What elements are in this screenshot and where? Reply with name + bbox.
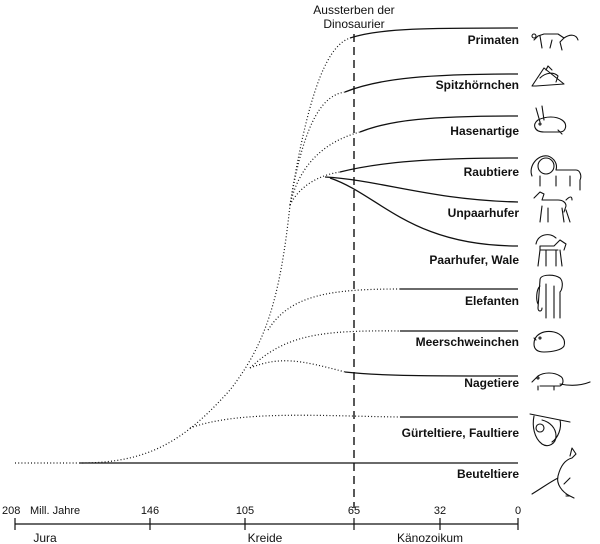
lineage-primaten xyxy=(349,27,519,39)
axis-tick-label-146: 146 xyxy=(141,505,159,517)
lineage-trunk-dotted xyxy=(15,204,291,464)
treeshrew-icon xyxy=(531,65,565,87)
axis-ticks: 208 146 105 65 32 0 xyxy=(2,505,521,530)
sloth-icon xyxy=(529,413,571,447)
label-unpaarhufer: Unpaarhufer xyxy=(448,206,520,220)
label-gurteltiere: Gürteltiere, Faultiere xyxy=(402,426,520,440)
label-raubtiere: Raubtiere xyxy=(464,165,520,179)
label-paarhufer: Paarhufer, Wale xyxy=(429,253,519,267)
axis-unit-label: Mill. Jahre xyxy=(30,505,80,517)
event-label-line1: Aussterben der xyxy=(313,3,394,17)
lineage-nagetiere xyxy=(344,371,519,377)
label-meerschweinchen: Meerschweinchen xyxy=(416,335,519,349)
axis-tick-label-208: 208 xyxy=(2,505,20,517)
lineage-elefanten-dotted xyxy=(267,288,401,331)
lineage-nagetiere-dotted xyxy=(249,360,346,373)
lineage-primaten-dotted xyxy=(289,37,351,206)
label-hasenartige: Hasenartige xyxy=(450,124,519,138)
rat-icon xyxy=(531,372,591,391)
lineage-hasenartige-dotted xyxy=(289,131,361,206)
lineage-gurteltiere-dotted xyxy=(189,414,401,429)
rabbit-icon xyxy=(534,105,567,135)
lemur-icon xyxy=(531,33,579,51)
label-elefanten: Elefanten xyxy=(465,294,519,308)
kangaroo-icon xyxy=(531,447,577,499)
lineage-meerschwein-dotted xyxy=(249,330,401,369)
label-nagetiere: Nagetiere xyxy=(464,376,519,390)
lineage-paarhufer xyxy=(329,177,519,247)
label-beuteltiere: Beuteltiere xyxy=(457,467,519,481)
guinea-pig-icon xyxy=(533,330,566,353)
lineage-hasenartige xyxy=(359,115,519,133)
axis-tick-label-32: 32 xyxy=(434,505,446,517)
period-kaenozoikum: Känozoikum xyxy=(397,531,463,544)
lineage-raubtiere xyxy=(339,157,519,173)
lion-icon xyxy=(530,155,582,191)
axis-tick-label-65: 65 xyxy=(348,505,360,517)
lineage-spitzhoernchen xyxy=(344,73,519,93)
period-jura: Jura xyxy=(33,531,57,544)
event-label-line2: Dinosaurier xyxy=(323,17,384,31)
label-primaten: Primaten xyxy=(468,33,519,47)
ibex-icon xyxy=(535,234,567,267)
elephant-icon xyxy=(536,274,563,319)
lineage-spitzhoernchen-dotted xyxy=(289,91,346,206)
horse-icon xyxy=(533,191,573,223)
axis-tick-label-105: 105 xyxy=(236,505,254,517)
period-kreide: Kreide xyxy=(248,531,283,544)
axis-tick-label-0: 0 xyxy=(515,505,521,517)
label-spitzhoernchen: Spitzhörnchen xyxy=(436,78,519,92)
lineage-unpaarhufer xyxy=(324,176,519,203)
